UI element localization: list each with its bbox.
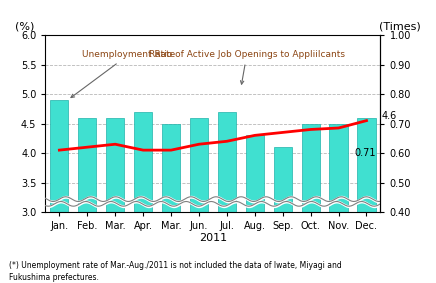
- Text: Unemployment Rate: Unemployment Rate: [71, 50, 175, 98]
- Text: Ratio of Active Job Openings to Appliilcants: Ratio of Active Job Openings to Appliilc…: [149, 50, 345, 84]
- Bar: [274, 147, 292, 212]
- Text: (*) Unemployment rate of Mar.-Aug./2011 is not included the data of Iwate, Miyag: (*) Unemployment rate of Mar.-Aug./2011 …: [9, 261, 341, 282]
- Bar: [106, 118, 124, 212]
- Bar: [358, 118, 375, 212]
- Text: (%): (%): [15, 22, 34, 31]
- Bar: [162, 124, 180, 212]
- X-axis label: 2011: 2011: [199, 233, 227, 243]
- Bar: [50, 100, 68, 212]
- Bar: [78, 118, 96, 212]
- Text: 0.71: 0.71: [354, 148, 375, 158]
- Bar: [302, 124, 320, 212]
- Bar: [330, 124, 347, 212]
- Text: 4.6: 4.6: [382, 112, 397, 121]
- Bar: [190, 118, 208, 212]
- Text: (Times): (Times): [379, 22, 421, 31]
- Bar: [246, 135, 264, 212]
- Bar: [134, 112, 152, 212]
- Bar: [218, 112, 236, 212]
